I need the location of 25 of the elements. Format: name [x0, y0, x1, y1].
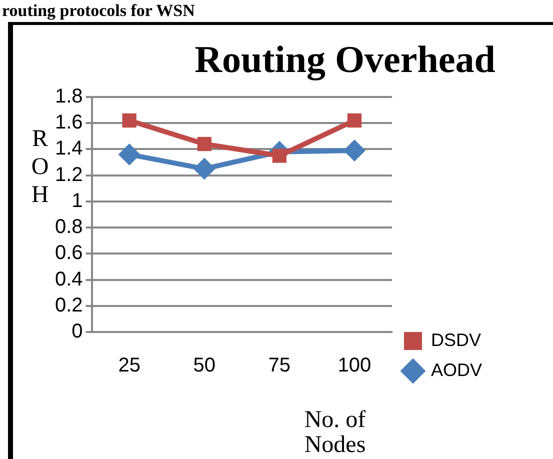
y-tick-label: 1.4 — [54, 138, 83, 160]
legend-label: DSDV — [430, 330, 482, 350]
x-tick-label: 25 — [118, 354, 140, 377]
y-tick-label: 0.4 — [54, 268, 83, 290]
point — [197, 136, 212, 152]
x-tick-label: 100 — [338, 354, 372, 377]
y-tick-label: 0 — [72, 320, 83, 343]
y-tick-label: 1.8 — [54, 86, 83, 108]
point — [122, 113, 136, 128]
y-tick-label: 1.2 — [54, 164, 83, 186]
y-tick-label: 0.2 — [54, 294, 83, 316]
text: routing protocols for WSN — [2, 1, 195, 20]
point — [118, 143, 140, 166]
point — [347, 113, 362, 128]
y-tick-label: 0.6 — [54, 242, 83, 264]
legend-label: AODV — [430, 360, 482, 380]
point — [193, 158, 216, 180]
y-tick-label: 1 — [72, 190, 83, 212]
x-axis-title: No. of Nodes — [303, 407, 367, 458]
y-axis-title: ROH — [30, 125, 50, 209]
y-tick-label: 0.8 — [54, 216, 83, 238]
x-tick-label: 50 — [193, 354, 216, 377]
x-tick-label: 75 — [268, 354, 291, 377]
y-tick-label: 1.6 — [54, 112, 83, 134]
chart-title: Routing Overhead — [194, 38, 496, 82]
